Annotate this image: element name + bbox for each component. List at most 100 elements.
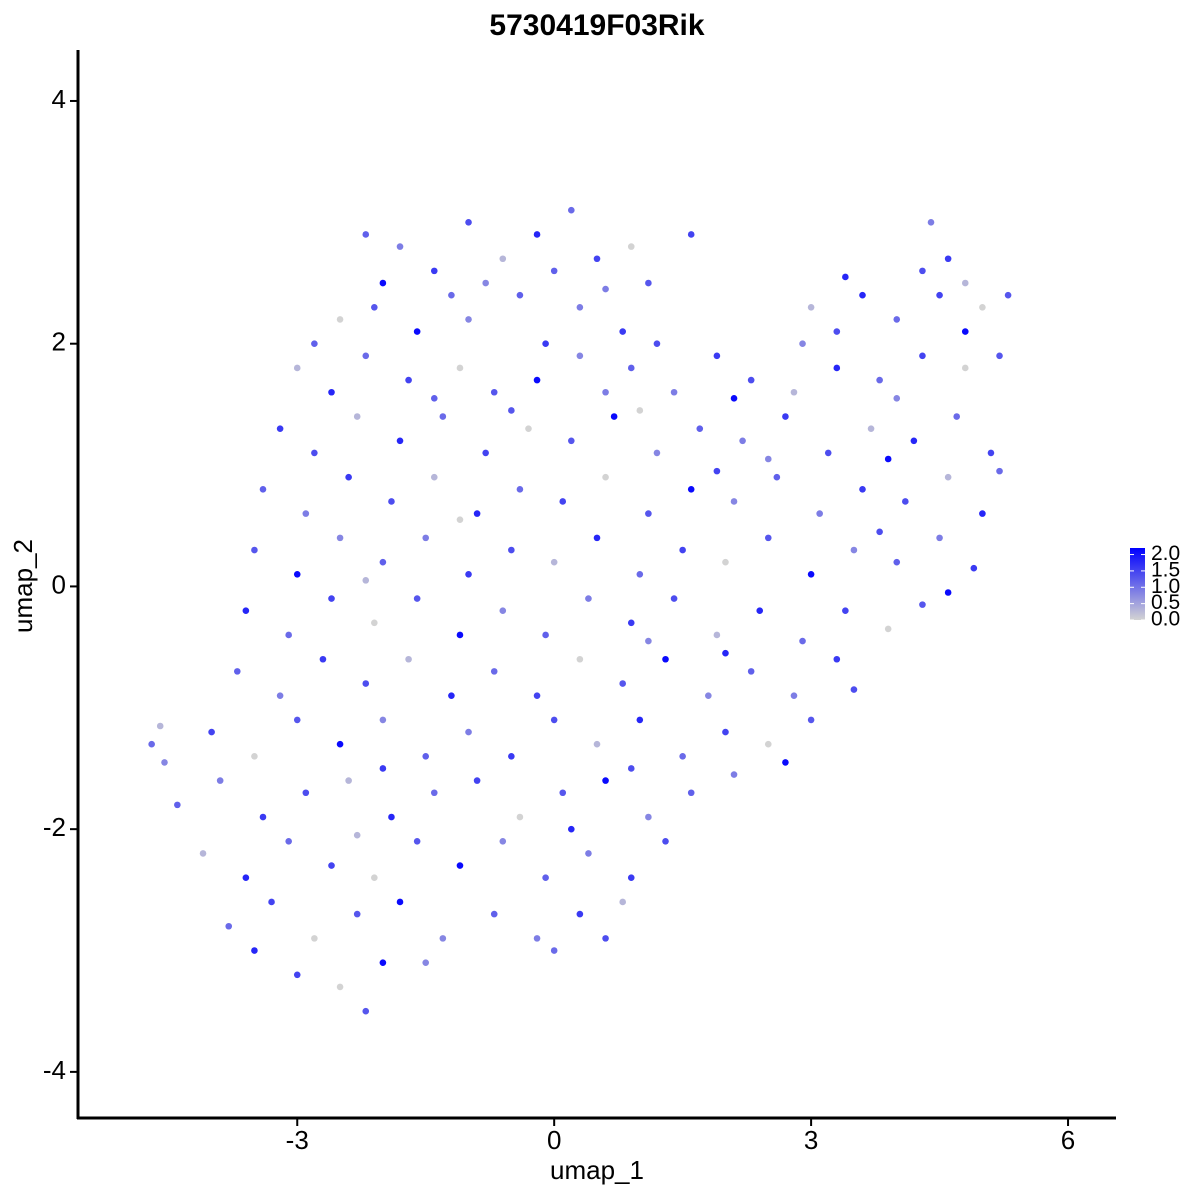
point: [824, 449, 832, 457]
point: [722, 728, 729, 736]
point: [456, 862, 464, 869]
point: [516, 486, 524, 493]
point: [311, 340, 318, 348]
point: [576, 910, 584, 918]
point: [568, 206, 575, 214]
point: [362, 577, 370, 584]
point: [379, 558, 387, 566]
point: [876, 376, 883, 384]
point: [525, 425, 532, 432]
point: [645, 279, 652, 287]
x-tick-label: 3: [804, 1125, 818, 1155]
point: [687, 486, 695, 493]
point: [362, 352, 370, 360]
y-tick-label: 2: [52, 327, 66, 357]
point: [550, 947, 558, 954]
point: [533, 692, 541, 699]
point: [961, 364, 969, 372]
point: [602, 473, 609, 481]
point: [396, 243, 404, 250]
point: [362, 680, 370, 687]
point: [833, 328, 841, 335]
point: [216, 777, 224, 784]
point: [430, 395, 438, 402]
point: [285, 837, 292, 845]
point: [242, 607, 250, 614]
point: [944, 473, 952, 481]
point: [456, 631, 464, 639]
point: [653, 449, 661, 457]
point: [936, 534, 943, 542]
point: [987, 449, 995, 457]
point: [687, 231, 695, 238]
point: [413, 328, 421, 335]
point: [439, 935, 447, 942]
point: [970, 564, 978, 572]
point: [336, 316, 344, 323]
point: [259, 813, 267, 821]
colorbar-label: 2.0: [1151, 542, 1180, 565]
point: [379, 959, 387, 966]
point: [473, 510, 481, 517]
point: [233, 668, 241, 675]
point: [353, 910, 361, 918]
y-axis-label: umap_2: [8, 539, 38, 633]
point: [722, 649, 729, 657]
point: [302, 789, 310, 797]
point: [645, 637, 652, 645]
point: [559, 498, 567, 505]
point: [293, 716, 301, 724]
point: [782, 759, 789, 766]
point: [208, 728, 215, 736]
point: [422, 753, 430, 760]
point: [919, 601, 926, 608]
point: [627, 874, 635, 881]
point: [362, 1007, 370, 1015]
point: [627, 765, 635, 772]
point: [293, 364, 301, 372]
point: [353, 831, 361, 839]
point: [713, 467, 721, 475]
point: [490, 388, 498, 396]
point: [568, 437, 575, 445]
point: [927, 219, 935, 226]
point: [456, 364, 464, 372]
point: [293, 971, 301, 979]
point: [542, 340, 549, 348]
point: [850, 546, 858, 554]
point: [816, 510, 823, 517]
point: [627, 243, 635, 250]
y-tick-label: 4: [52, 84, 66, 114]
point: [653, 340, 661, 348]
point: [293, 570, 301, 578]
point: [662, 655, 669, 663]
point: [756, 607, 764, 614]
point: [636, 716, 644, 724]
point: [490, 910, 498, 918]
point: [490, 668, 498, 675]
point: [884, 625, 892, 633]
point: [747, 668, 755, 675]
point: [430, 473, 438, 481]
point: [619, 680, 626, 687]
point: [328, 388, 335, 396]
point: [602, 285, 609, 293]
point: [156, 722, 164, 730]
point: [739, 437, 746, 445]
point: [884, 455, 892, 463]
colorbar-label: 1.5: [1151, 558, 1180, 581]
point: [533, 935, 541, 942]
point: [902, 498, 909, 505]
point: [379, 765, 387, 772]
point: [225, 922, 233, 930]
point: [636, 570, 644, 578]
point: [850, 686, 858, 693]
point: [602, 777, 609, 784]
point: [285, 631, 292, 639]
y-tick-label: 0: [52, 569, 66, 599]
point: [859, 486, 866, 493]
colorbar: [1130, 548, 1145, 620]
point: [944, 589, 952, 596]
point: [379, 279, 387, 287]
point: [722, 558, 729, 566]
